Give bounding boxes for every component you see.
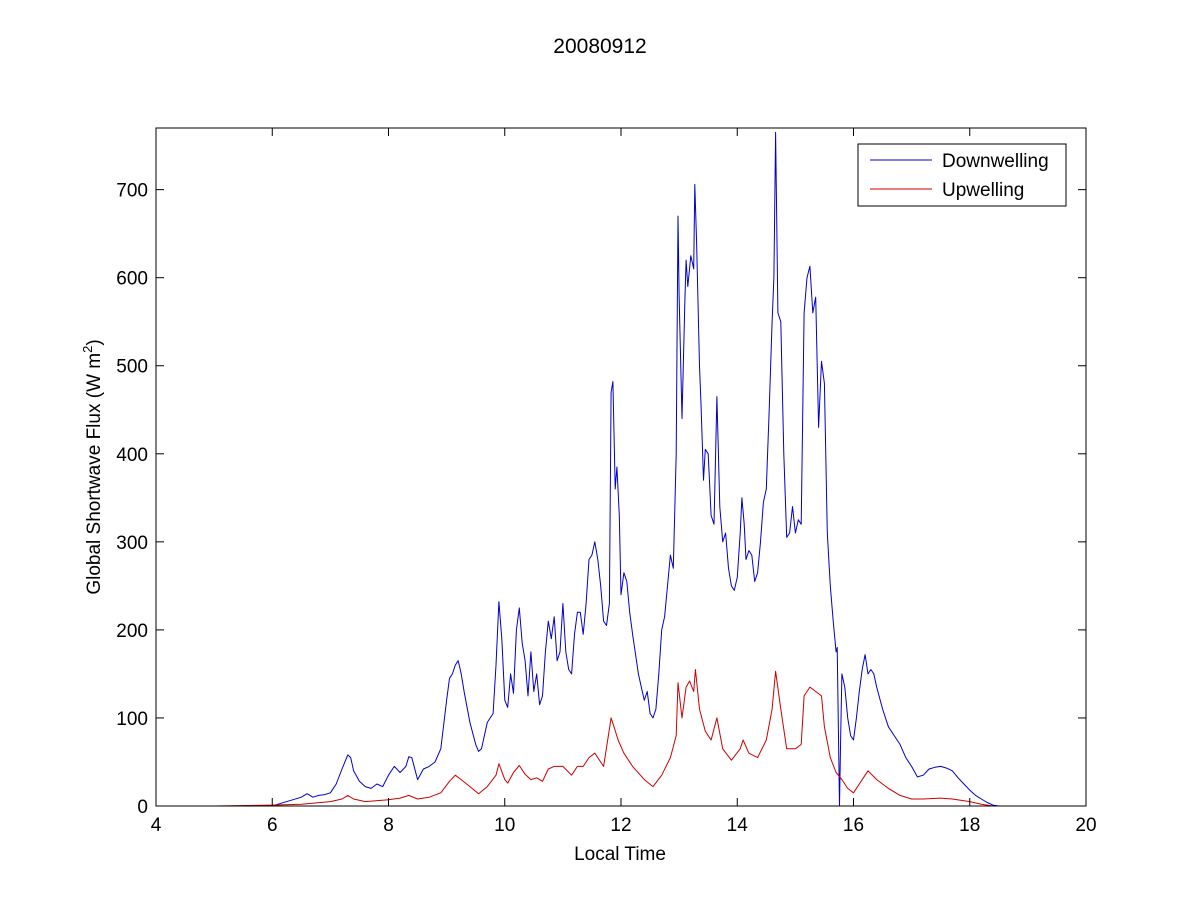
x-tick-label: 4	[151, 815, 162, 836]
y-tick-label: 600	[116, 269, 148, 290]
y-axis-label-superscript: 2	[80, 346, 95, 353]
series-line-downwelling	[156, 131, 999, 807]
x-tick-label: 14	[727, 815, 749, 836]
x-tick-label: 12	[610, 815, 631, 836]
y-tick-label: 700	[116, 181, 148, 202]
chart-title: 20080912	[553, 35, 646, 58]
series-line-upwelling	[156, 669, 994, 807]
y-tick-label: 100	[116, 709, 148, 730]
y-tick-label: 500	[116, 357, 148, 378]
x-tick-label: 8	[383, 815, 394, 836]
y-tick-label: 400	[116, 445, 148, 466]
x-axis-label: Local Time	[574, 844, 666, 865]
legend-label-downwelling: Downwelling	[942, 151, 1049, 172]
y-tick-label: 0	[137, 797, 148, 818]
series-layer	[156, 131, 999, 807]
legend-box	[857, 143, 1067, 207]
x-tick-label: 20	[1075, 815, 1096, 836]
y-axis-label-main: Global Shortwave Flux (W m	[84, 353, 105, 595]
y-tick-label: 200	[116, 621, 148, 642]
plot-area	[156, 128, 1086, 806]
legend: Downwelling Upwelling	[857, 143, 1067, 207]
x-tick-label: 16	[843, 815, 864, 836]
y-axis-label-close: )	[84, 339, 105, 345]
x-tick-label: 6	[267, 815, 278, 836]
y-axis-label: Global Shortwave Flux (W m2)	[80, 339, 105, 594]
x-tick-label: 10	[494, 815, 515, 836]
y-tick-label: 300	[116, 533, 148, 554]
x-tick-label: 18	[959, 815, 980, 836]
axes-box	[155, 127, 1087, 807]
legend-label-upwelling: Upwelling	[942, 180, 1024, 201]
